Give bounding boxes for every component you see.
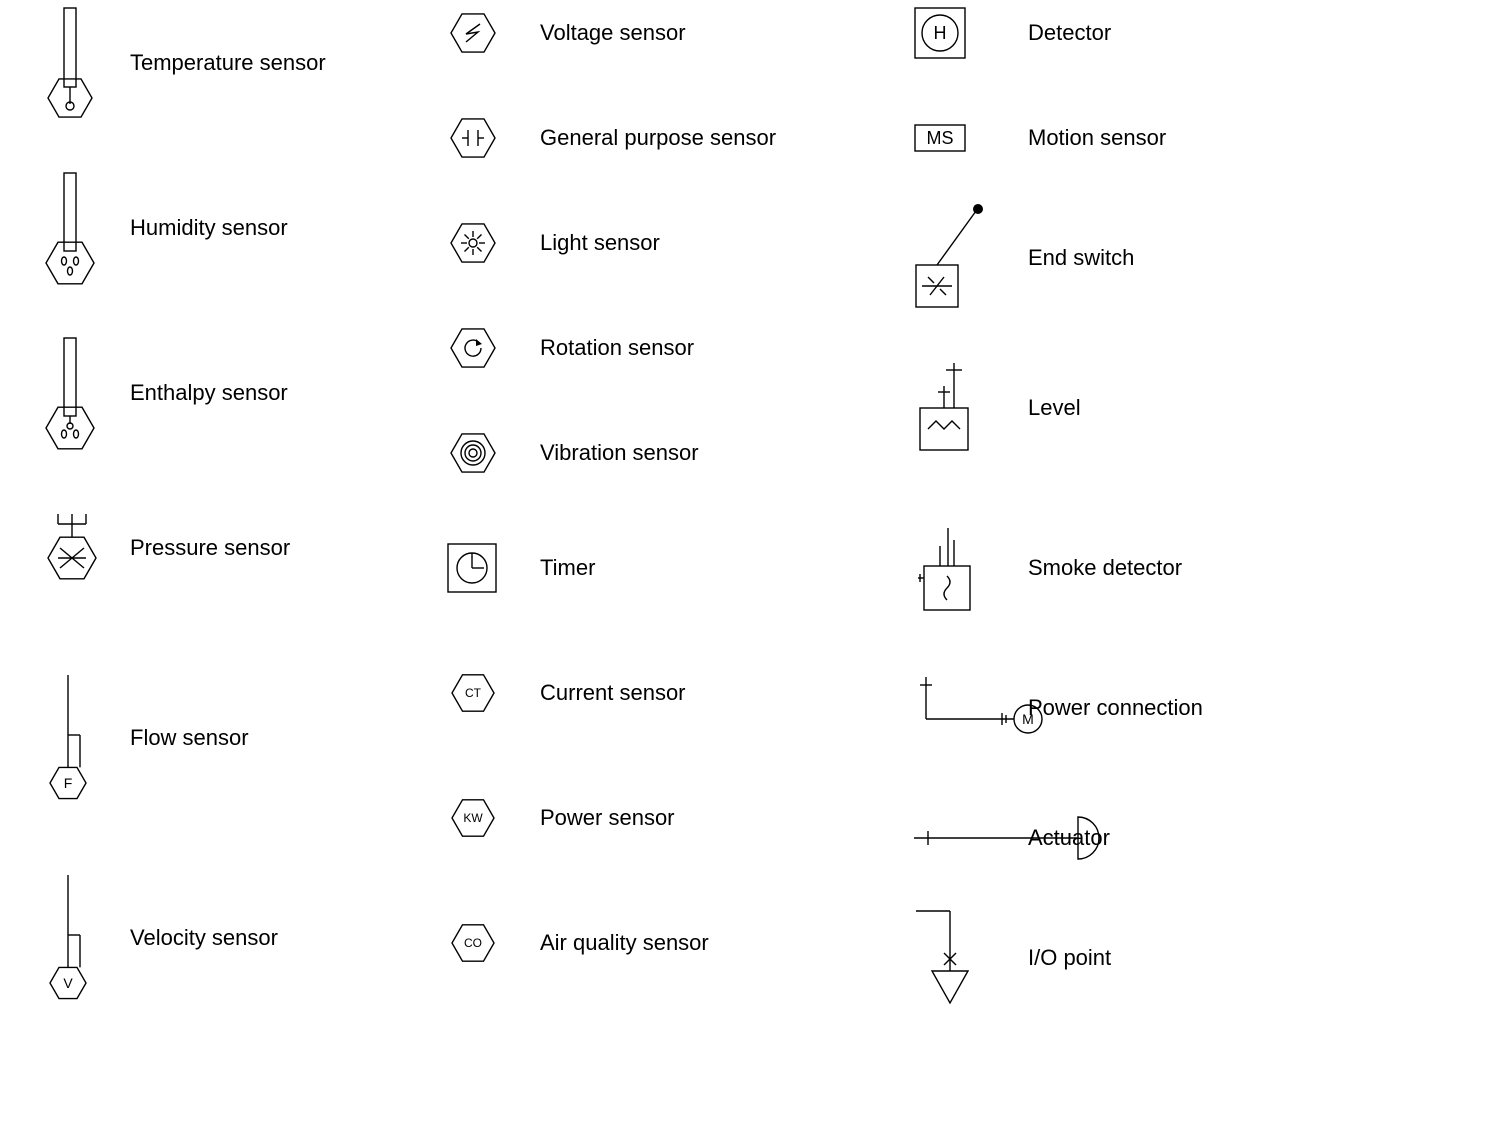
power-connection-label: Power connection — [1028, 695, 1203, 721]
svg-text:H: H — [934, 23, 947, 43]
level-icon — [910, 358, 980, 458]
rotation-sensor-label: Rotation sensor — [540, 335, 694, 361]
end-switch-icon — [910, 203, 990, 313]
svg-text:CO: CO — [464, 936, 482, 950]
smoke-detector-icon — [910, 518, 980, 618]
air-quality-sensor-label: Air quality sensor — [540, 930, 709, 956]
motion-sensor-label: Motion sensor — [1028, 125, 1166, 151]
io-point-icon — [910, 903, 980, 1013]
temperature-sensor-icon — [40, 3, 100, 123]
pressure-sensor-label: Pressure sensor — [130, 535, 290, 561]
detector-icon: H — [910, 3, 970, 63]
end-switch-label: End switch — [1028, 245, 1134, 271]
velocity-sensor-icon: V — [40, 873, 96, 1003]
general-sensor-icon — [445, 113, 501, 163]
power-sensor-label: Power sensor — [540, 805, 675, 831]
enthalpy-sensor-icon — [40, 333, 100, 453]
voltage-sensor-label: Voltage sensor — [540, 20, 686, 46]
voltage-sensor-icon — [445, 8, 501, 58]
flow-sensor-label: Flow sensor — [130, 725, 249, 751]
svg-text:V: V — [63, 975, 73, 991]
enthalpy-sensor-label: Enthalpy sensor — [130, 380, 288, 406]
flow-sensor-icon: F — [40, 673, 96, 803]
detector-label: Detector — [1028, 20, 1111, 46]
sensor-symbols-legend: Temperature sensor Humidity sensor Entha… — [0, 0, 1500, 1143]
svg-text:CT: CT — [465, 686, 482, 700]
io-point-label: I/O point — [1028, 945, 1111, 971]
light-sensor-icon — [445, 218, 501, 268]
timer-label: Timer — [540, 555, 595, 581]
current-sensor-icon: CT — [445, 670, 501, 716]
motion-sensor-icon: MS — [910, 120, 970, 156]
humidity-sensor-label: Humidity sensor — [130, 215, 288, 241]
general-sensor-label: General purpose sensor — [540, 125, 776, 151]
svg-text:F: F — [64, 775, 73, 791]
air-quality-sensor-icon: CO — [445, 920, 501, 966]
light-sensor-label: Light sensor — [540, 230, 660, 256]
timer-icon — [445, 541, 499, 595]
rotation-sensor-icon — [445, 323, 501, 373]
level-label: Level — [1028, 395, 1081, 421]
current-sensor-label: Current sensor — [540, 680, 686, 706]
actuator-label: Actuator — [1028, 825, 1110, 851]
svg-text:MS: MS — [927, 128, 954, 148]
power-sensor-icon: KW — [445, 795, 501, 841]
temperature-sensor-label: Temperature sensor — [130, 50, 326, 76]
vibration-sensor-label: Vibration sensor — [540, 440, 699, 466]
humidity-sensor-icon — [40, 168, 100, 288]
velocity-sensor-label: Velocity sensor — [130, 925, 278, 951]
smoke-detector-label: Smoke detector — [1028, 555, 1182, 581]
pressure-sensor-icon — [40, 512, 104, 584]
svg-text:KW: KW — [463, 811, 483, 825]
vibration-sensor-icon — [445, 428, 501, 478]
